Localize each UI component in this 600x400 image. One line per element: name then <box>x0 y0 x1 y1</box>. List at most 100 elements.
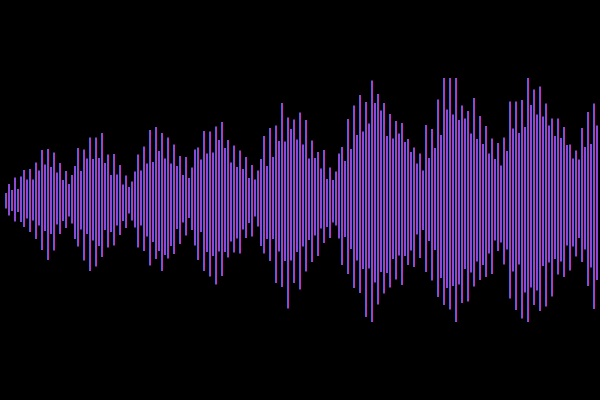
waveform-bar <box>368 123 370 269</box>
waveform-bar <box>26 179 28 219</box>
waveform-bar <box>299 112 301 290</box>
waveform-bar <box>572 158 574 247</box>
waveform-bar <box>437 99 439 297</box>
waveform-bar <box>392 138 394 260</box>
waveform-bar <box>371 80 373 322</box>
waveform-bar <box>590 144 592 268</box>
waveform-bar <box>557 118 559 275</box>
waveform-bar <box>260 158 262 246</box>
waveform-bar <box>71 174 73 224</box>
waveform-bar <box>443 78 445 306</box>
waveform-bar <box>134 171 136 228</box>
waveform-bar <box>341 147 343 266</box>
waveform-bar <box>455 78 457 322</box>
waveform-bar <box>86 158 88 235</box>
waveform-bar <box>125 175 127 229</box>
waveform-bar <box>23 169 25 228</box>
waveform-bar <box>323 150 325 244</box>
waveform-bar <box>194 149 196 246</box>
waveform-bar <box>521 100 523 319</box>
waveform-bar <box>317 151 319 257</box>
waveform-bar <box>509 101 511 299</box>
waveform-bar <box>458 120 460 285</box>
waveform-bar <box>464 118 466 270</box>
waveform-bar <box>500 165 502 243</box>
waveform-bar <box>179 156 181 244</box>
waveform-bar <box>59 163 61 235</box>
waveform-bar <box>530 104 532 288</box>
waveform-bar <box>419 153 421 259</box>
waveform-bar <box>155 127 157 259</box>
waveform-bar <box>563 126 565 277</box>
waveform-bar <box>329 167 331 238</box>
waveform-bar <box>407 138 409 265</box>
waveform-bar <box>104 162 106 230</box>
waveform-bar <box>89 137 91 271</box>
waveform-bar <box>365 101 367 318</box>
waveform-bar <box>335 171 337 226</box>
waveform-bar <box>128 187 130 214</box>
waveform-bar <box>566 144 568 246</box>
waveform-bar <box>113 154 115 246</box>
waveform-bar <box>461 105 463 303</box>
waveform-bar <box>110 175 112 232</box>
waveform-bar <box>395 121 397 280</box>
waveform-bar <box>515 101 517 311</box>
waveform-bar <box>506 150 508 250</box>
waveform-bar <box>320 168 322 229</box>
waveform-bar <box>98 157 100 247</box>
waveform-bar <box>308 158 310 240</box>
waveform-bar <box>35 162 37 240</box>
waveform-bar <box>470 133 472 273</box>
waveform-bar <box>143 146 145 252</box>
waveform-bar <box>347 118 349 275</box>
waveform-bar <box>206 153 208 252</box>
waveform-bar <box>197 147 199 261</box>
waveform-bar <box>296 139 298 252</box>
waveform-bar <box>107 154 109 248</box>
waveform-bar <box>56 172 58 225</box>
waveform-bar <box>326 178 328 228</box>
waveform-bar <box>269 127 271 262</box>
waveform-bar <box>302 144 304 247</box>
waveform-bar <box>587 112 589 287</box>
waveform-bar <box>314 158 316 236</box>
waveform-bar <box>80 170 82 230</box>
waveform-bar <box>440 135 442 278</box>
waveform-bars-group <box>5 78 598 322</box>
waveform-bar <box>338 153 340 239</box>
waveform-bar <box>32 179 34 221</box>
waveform-bar <box>401 123 403 285</box>
waveform-bar <box>545 103 547 307</box>
waveform-bar <box>119 165 121 236</box>
waveform-bar <box>8 183 10 216</box>
waveform-bar <box>218 140 220 252</box>
waveform-bar <box>266 165 268 240</box>
waveform-bar <box>362 131 364 269</box>
waveform-bar <box>242 168 244 230</box>
waveform-bar <box>398 133 400 256</box>
waveform-bar <box>65 170 67 228</box>
waveform-bar <box>575 150 577 257</box>
waveform-bar <box>173 144 175 254</box>
waveform-bar <box>512 128 514 272</box>
waveform-bar <box>215 126 217 285</box>
waveform-bar <box>101 133 103 257</box>
waveform-bar <box>203 131 205 271</box>
waveform-bar <box>50 167 52 235</box>
waveform-bar <box>383 103 385 294</box>
waveform-bar <box>410 151 412 251</box>
waveform-bar <box>95 137 97 267</box>
waveform-bar <box>185 157 187 236</box>
waveform-bar <box>131 181 133 221</box>
waveform-bar <box>248 177 250 223</box>
waveform-bar <box>122 184 124 221</box>
waveform-bar <box>257 170 259 227</box>
waveform-bar <box>182 175 184 223</box>
waveform-bar <box>551 118 553 297</box>
waveform-bar <box>581 128 583 262</box>
waveform-bar <box>527 78 529 322</box>
waveform-bar <box>188 177 190 218</box>
waveform-bar <box>494 159 496 241</box>
